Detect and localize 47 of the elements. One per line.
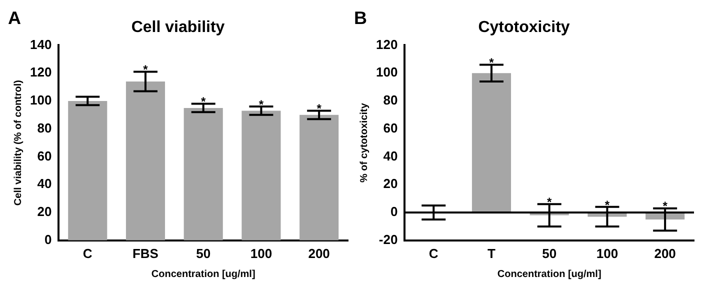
y-tick-label: 100 <box>30 92 52 108</box>
bar <box>300 114 339 240</box>
chart-title: Cell viability <box>131 19 225 36</box>
x-tick-label: T <box>488 246 496 261</box>
y-tick-label: 60 <box>37 148 52 164</box>
x-tick-label: 50 <box>542 246 557 261</box>
text: A <box>8 8 21 29</box>
y-tick-label: 120 <box>30 64 52 80</box>
y-tick-label: 0 <box>390 204 398 220</box>
bar <box>242 110 281 240</box>
annotation: * <box>258 97 264 112</box>
y-tick-label: -20 <box>378 232 398 247</box>
text: B <box>354 8 367 29</box>
x-tick-label: 200 <box>308 246 330 261</box>
annotation: * <box>143 62 148 77</box>
annotation: * <box>489 56 494 70</box>
chart-title: Cytotoxicity <box>478 19 570 36</box>
y-tick-label: 20 <box>383 176 398 192</box>
x-axis-title: Concentration [ug/ml] <box>151 268 256 280</box>
y-tick-label: 60 <box>383 120 398 136</box>
x-tick-label: C <box>82 246 93 261</box>
annotation: * <box>662 199 668 214</box>
bar <box>184 108 223 240</box>
y-tick-label: 40 <box>37 176 52 192</box>
x-tick-label: 200 <box>654 246 676 261</box>
annotation: * <box>604 198 610 212</box>
bar <box>68 100 108 240</box>
annotation: * <box>201 94 206 109</box>
y-tick-label: 140 <box>30 36 52 52</box>
x-tick-label: FBS <box>132 246 159 261</box>
x-tick-label: C <box>428 246 439 261</box>
x-tick-label: 100 <box>596 246 618 261</box>
annotation: * <box>547 195 552 210</box>
y-axis-title: Cell viability (% of control) <box>12 80 24 206</box>
y-tick-label: 120 <box>376 36 398 52</box>
y-tick-label: 20 <box>37 204 52 220</box>
y-axis-title: % of cytotoxicity <box>358 102 370 183</box>
x-axis-title: Concentration [ug/ml] <box>497 268 602 280</box>
annotation: * <box>316 102 322 116</box>
bar <box>126 81 166 240</box>
x-tick-label: 50 <box>196 246 211 261</box>
y-tick-label: 80 <box>383 92 398 108</box>
y-tick-label: 100 <box>376 64 398 80</box>
y-tick-label: 0 <box>44 232 52 247</box>
x-tick-label: 100 <box>250 246 272 261</box>
y-tick-label: 40 <box>383 148 398 164</box>
y-tick-label: 80 <box>37 120 52 136</box>
